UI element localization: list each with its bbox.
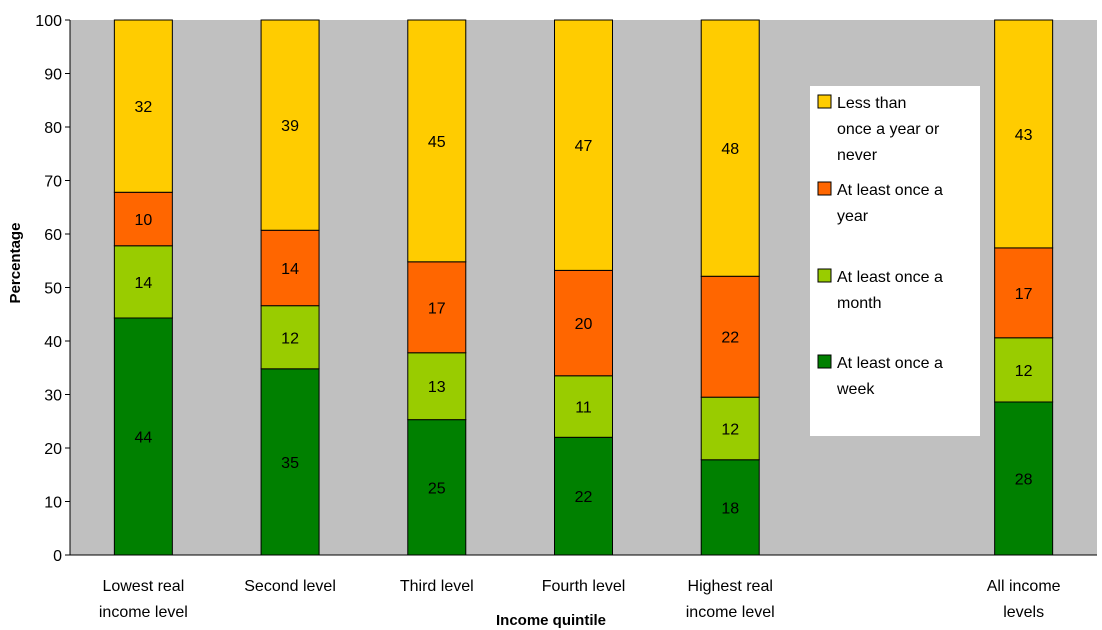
legend-label: week xyxy=(836,381,875,398)
data-label: 10 xyxy=(134,212,152,229)
data-label: 13 xyxy=(428,379,446,396)
data-label: 20 xyxy=(575,316,593,333)
bar-segment xyxy=(260,229,320,307)
bar-segment xyxy=(407,261,467,354)
x-tick-label: Highest real xyxy=(688,578,773,595)
data-label: 12 xyxy=(721,421,739,438)
bar-segment xyxy=(113,191,173,247)
y-axis-title: Percentage xyxy=(7,223,24,304)
y-tick-label: 40 xyxy=(44,334,62,351)
x-tick-label: Second level xyxy=(244,578,336,595)
legend-label: At least once a xyxy=(837,269,943,286)
x-tick-label: Fourth level xyxy=(542,578,626,595)
data-label: 32 xyxy=(134,99,152,116)
legend-box xyxy=(810,86,980,436)
bar-segment xyxy=(700,19,760,277)
bars: 44 14 10 32 35 12 14 39 25 13 17 45 22 11 20 47 18 12 22 48… xyxy=(113,19,1054,556)
legend-label: At least once a xyxy=(837,182,943,199)
data-label: 48 xyxy=(721,141,739,158)
bar-segment xyxy=(113,245,173,319)
legend-label: Less than xyxy=(837,95,906,112)
bar-segment xyxy=(994,247,1054,339)
x-axis-title: Income quintile xyxy=(496,612,606,629)
bar-segment xyxy=(700,275,760,398)
bar-segment xyxy=(260,305,320,370)
data-label: 43 xyxy=(1015,127,1033,144)
bar-segment xyxy=(113,317,173,556)
data-label: 39 xyxy=(281,118,299,135)
data-label: 14 xyxy=(281,261,299,278)
legend-label: year xyxy=(837,208,869,225)
x-tick-label: levels xyxy=(1003,604,1044,621)
y-tick-label: 50 xyxy=(44,281,62,298)
data-label: 25 xyxy=(428,480,446,497)
bar-segment xyxy=(994,337,1054,403)
data-label: 22 xyxy=(721,330,739,347)
legend-swatch xyxy=(817,268,832,283)
bar-segment xyxy=(260,19,320,231)
data-label: 44 xyxy=(134,429,152,446)
data-label: 14 xyxy=(134,275,152,292)
bar-segment xyxy=(554,269,613,377)
bar-segment xyxy=(700,459,760,556)
data-label: 28 xyxy=(1015,471,1033,488)
y-tick-label: 80 xyxy=(44,120,62,137)
bar-segment xyxy=(407,419,467,556)
bar-segment xyxy=(700,396,760,461)
legend-swatch xyxy=(817,354,832,369)
bar-segment xyxy=(407,19,467,263)
legend-label: once a year or xyxy=(837,121,940,138)
bar-segment xyxy=(260,368,320,556)
legend-label: At least once a xyxy=(837,355,943,372)
y-tick-label: 10 xyxy=(44,495,62,512)
x-tick-label: income level xyxy=(99,604,188,621)
bar-segment xyxy=(994,19,1054,249)
legend-swatch xyxy=(817,181,832,196)
bar-segment xyxy=(407,352,467,421)
data-label: 22 xyxy=(575,489,593,506)
y-tick-label: 60 xyxy=(44,227,62,244)
data-label: 35 xyxy=(281,455,299,472)
bar-segment xyxy=(554,375,613,438)
x-tick-label: All income xyxy=(987,578,1061,595)
data-label: 18 xyxy=(721,500,739,517)
y-tick-label: 0 xyxy=(53,548,62,565)
data-label: 12 xyxy=(1015,363,1033,380)
legend: Less than once a year or never At least onc… xyxy=(810,86,980,436)
data-label: 17 xyxy=(1015,286,1033,303)
data-label: 12 xyxy=(281,330,299,347)
legend-swatch xyxy=(817,94,832,109)
legend-label: never xyxy=(837,147,878,164)
data-label: 11 xyxy=(575,400,592,417)
x-axis-labels: Lowest real income level Second level Third… xyxy=(99,578,1061,621)
x-tick-label: Third level xyxy=(400,578,474,595)
data-label: 17 xyxy=(428,300,446,317)
bar-segment xyxy=(113,19,173,193)
y-tick-label: 30 xyxy=(44,388,62,405)
y-tick-label: 100 xyxy=(35,13,62,30)
y-tick-label: 20 xyxy=(44,441,62,458)
legend-label: month xyxy=(837,295,881,312)
x-tick-label: Lowest real xyxy=(102,578,184,595)
data-label: 47 xyxy=(575,138,593,155)
data-label: 45 xyxy=(428,134,446,151)
x-tick-label: income level xyxy=(686,604,775,621)
bar-segment xyxy=(994,401,1054,556)
bar-segment xyxy=(554,19,613,271)
y-tick-label: 90 xyxy=(44,67,62,84)
y-tick-label: 70 xyxy=(44,174,62,191)
